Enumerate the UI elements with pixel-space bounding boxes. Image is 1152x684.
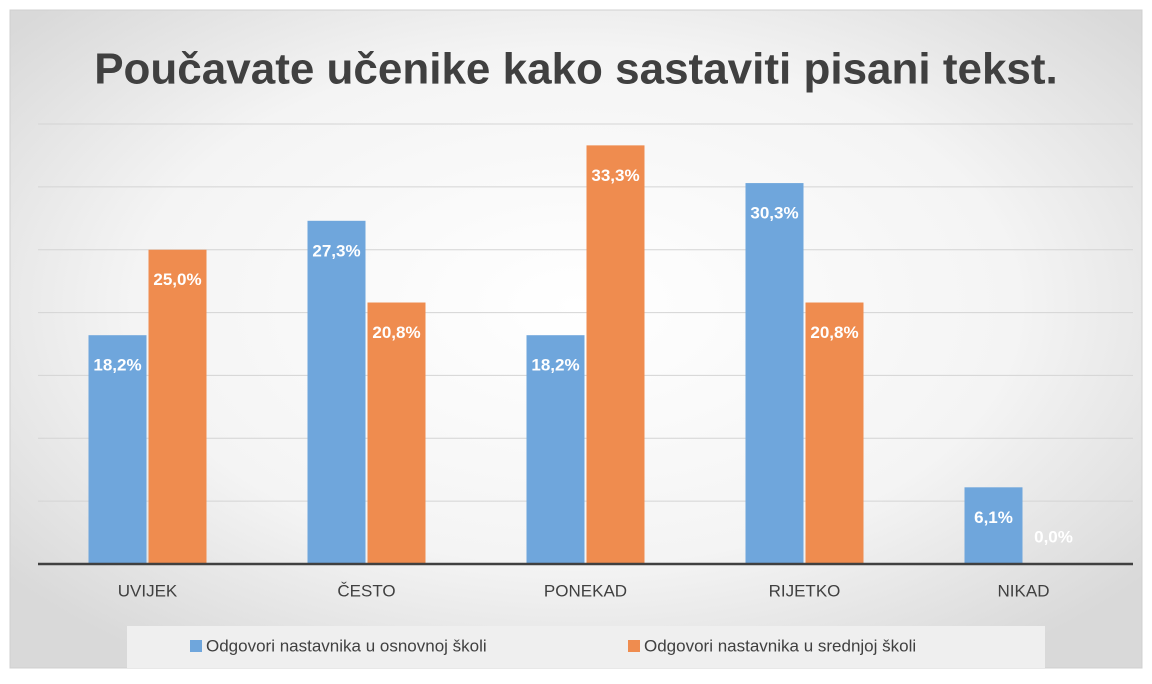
bar: [307, 220, 366, 565]
bar: [745, 183, 804, 565]
legend-box: [127, 626, 1045, 668]
x-tick-label: UVIJEK: [118, 581, 178, 600]
value-label: 18,2%: [93, 356, 141, 375]
x-tick-label: PONEKAD: [544, 581, 627, 600]
value-label: 25,0%: [153, 270, 201, 289]
bar: [148, 249, 207, 564]
x-tick-label: RIJETKO: [769, 581, 841, 600]
x-tick-label: NIKAD: [998, 581, 1050, 600]
value-label: 33,3%: [591, 166, 639, 185]
value-label: 0,0%: [1034, 527, 1073, 546]
bar: [526, 335, 585, 564]
bars: 18,2% 25,0% 27,3% 20,8% 18,2% 33,3% 30,3% 20,8%…: [88, 145, 1073, 565]
value-label: 27,3%: [312, 241, 360, 260]
value-label: 20,8%: [810, 323, 858, 342]
chart-title: Poučavate učenike kako sastaviti pisani …: [94, 45, 1058, 94]
value-label: 6,1%: [974, 508, 1013, 527]
legend-swatch: [190, 640, 202, 652]
bar: [964, 487, 1023, 564]
legend-label: Odgovori nastavnika u srednjoj školi: [644, 636, 916, 655]
legend-label: Odgovori nastavnika u osnovnoj školi: [206, 636, 487, 655]
bar: [88, 335, 147, 564]
bar: [805, 302, 864, 564]
legend-swatch: [628, 640, 640, 652]
value-label: 20,8%: [372, 323, 420, 342]
value-label: 18,2%: [531, 356, 579, 375]
x-tick-label: ČESTO: [337, 581, 395, 600]
bar: [367, 302, 426, 564]
bar: [586, 145, 645, 564]
value-label: 30,3%: [750, 204, 798, 223]
